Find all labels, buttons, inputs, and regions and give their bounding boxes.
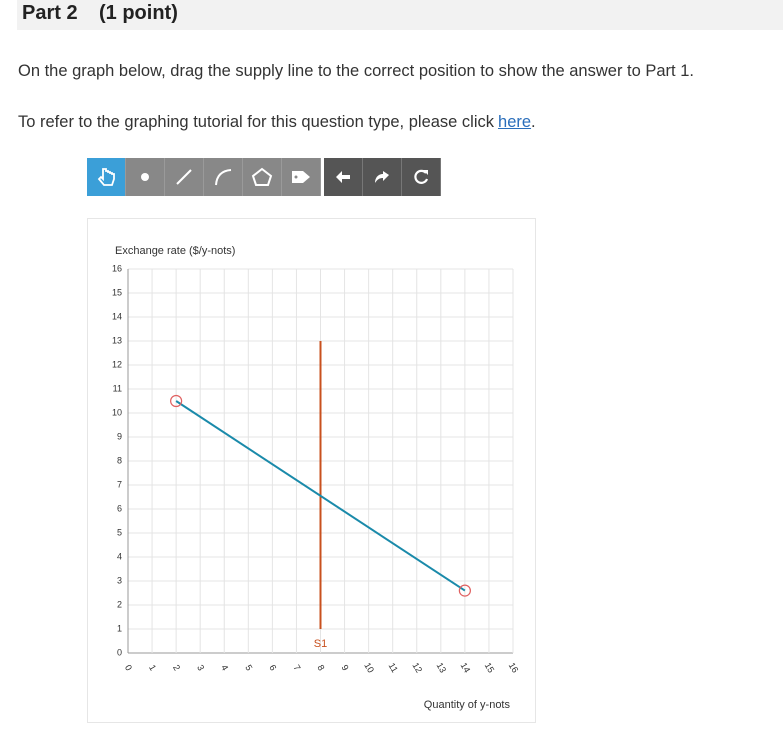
y-tick-label: 11 [113, 383, 122, 393]
polygon-tool[interactable] [243, 158, 282, 196]
x-tick-label: 2 [171, 663, 182, 672]
instructions: On the graph below, drag the supply line… [18, 62, 694, 80]
icon [251, 167, 273, 186]
endpoint-handle[interactable] [170, 394, 183, 408]
x-tick-label: 7 [291, 663, 302, 672]
line-tool[interactable] [165, 158, 204, 196]
x-tick-label: 4 [219, 663, 230, 672]
icon [375, 171, 389, 183]
undo-button[interactable] [324, 158, 363, 196]
y-tick-label: 1 [117, 623, 122, 633]
y-tick-label: 9 [117, 431, 122, 441]
tutorial-line: To refer to the graphing tutorial for th… [18, 113, 536, 132]
part-points: (1 point) [99, 2, 178, 24]
tutorial-text: To refer to the graphing tutorial for th… [18, 113, 495, 131]
icon [414, 169, 429, 184]
graph-panel [87, 218, 536, 723]
x-tick-label: 8 [315, 663, 326, 672]
reset-button[interactable] [402, 158, 441, 196]
y-tick-label: 8 [117, 455, 122, 465]
icon [336, 171, 350, 183]
x-tick-label: 14 [459, 661, 473, 675]
y-tick-label: 2 [117, 599, 122, 609]
icon [176, 169, 192, 185]
y-axis-title: Exchange rate ($/y-nots) [115, 245, 235, 257]
x-tick-label: 6 [267, 663, 278, 672]
y-tick-label: 3 [117, 575, 122, 585]
y-tick-label: 10 [112, 407, 122, 417]
x-tick-label: 3 [195, 663, 206, 672]
x-tick-label: 16 [507, 661, 521, 675]
series-label: S1 [314, 638, 327, 650]
header-bar: Part 2 (1 point) [17, 0, 783, 30]
x-tick-label: 0 [123, 663, 134, 672]
toolbar [87, 158, 441, 196]
point-tool[interactable] [126, 158, 165, 196]
y-tick-label: 13 [112, 335, 122, 345]
redo-button[interactable] [363, 158, 402, 196]
y-tick-label: 14 [112, 311, 122, 321]
label-tool[interactable] [282, 158, 321, 196]
icon [141, 173, 149, 181]
icon [215, 169, 232, 186]
x-tick-label: 10 [362, 661, 376, 675]
tutorial-suffix: . [531, 113, 536, 131]
y-tick-label: 16 [112, 263, 122, 273]
y-tick-label: 15 [112, 287, 122, 297]
tutorial-link[interactable]: here [498, 113, 532, 131]
y-tick-label: 12 [112, 359, 122, 369]
x-tick-label: 11 [387, 661, 400, 674]
x-tick-label: 1 [147, 663, 158, 672]
y-tick-label: 4 [117, 551, 122, 561]
icon [292, 171, 310, 183]
y-tick-label: 6 [117, 503, 122, 513]
y-tick-label: 0 [117, 647, 122, 657]
hand-tool[interactable] [87, 158, 126, 196]
icon [97, 168, 115, 186]
endpoint-handle[interactable] [458, 584, 471, 597]
curve-tool[interactable] [204, 158, 243, 196]
part-title: Part 2 [22, 2, 78, 24]
y-tick-label: 7 [117, 479, 122, 489]
x-tick-label: 13 [435, 661, 449, 675]
series-line[interactable] [175, 400, 466, 592]
x-tick-label: 12 [410, 661, 424, 675]
y-tick-label: 5 [117, 527, 122, 537]
x-axis-title: Quantity of y-nots [424, 699, 511, 711]
x-tick-label: 9 [340, 663, 351, 672]
x-tick-label: 5 [243, 663, 254, 672]
x-tick-label: 15 [483, 661, 497, 675]
